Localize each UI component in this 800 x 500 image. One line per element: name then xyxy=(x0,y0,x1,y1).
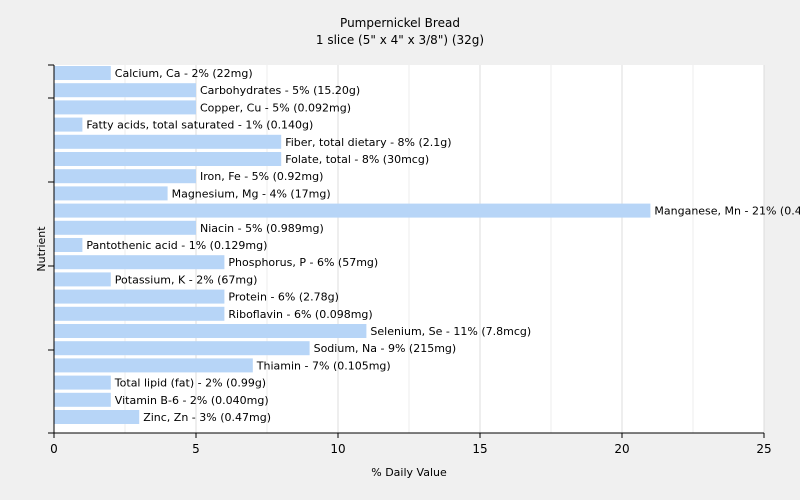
bar-label: Thiamin - 7% (0.105mg) xyxy=(256,359,391,372)
bar-label: Zinc, Zn - 3% (0.47mg) xyxy=(143,411,271,424)
grid-lines xyxy=(124,65,765,433)
bar xyxy=(54,375,111,390)
bar-label: Phosphorus, P - 6% (57mg) xyxy=(228,256,378,269)
bar xyxy=(54,169,196,184)
bar-label: Calcium, Ca - 2% (22mg) xyxy=(115,67,253,80)
bar xyxy=(54,410,140,424)
x-tick-label: 5 xyxy=(192,442,200,456)
bar xyxy=(54,100,196,115)
y-axis-title: Nutrient xyxy=(35,226,48,272)
x-axis-title: % Daily Value xyxy=(371,466,447,479)
bar-labels: Calcium, Ca - 2% (22mg) Carbohydrates - 5… xyxy=(86,67,800,424)
x-tick-label: 0 xyxy=(50,442,58,456)
bar-label: Niacin - 5% (0.989mg) xyxy=(200,222,324,235)
bar xyxy=(54,392,111,407)
bar-label: Manganese, Mn - 21% (0.418mg) xyxy=(654,205,800,218)
bar-label: Fiber, total dietary - 8% (2.1g) xyxy=(285,136,451,149)
bar xyxy=(54,134,282,149)
bar xyxy=(54,152,282,166)
bar xyxy=(54,255,225,270)
bar-label: Protein - 6% (2.78g) xyxy=(228,291,339,304)
bar xyxy=(54,117,83,132)
chart-title: Pumpernickel Bread xyxy=(340,16,460,30)
y-axis-ticks xyxy=(48,64,54,434)
x-axis-ticks: 0 5 10 15 20 25 xyxy=(50,433,772,456)
bar xyxy=(54,324,367,338)
bar xyxy=(54,66,111,80)
bar xyxy=(54,220,196,235)
bar-label: Fatty acids, total saturated - 1% (0.140… xyxy=(86,119,313,132)
bar xyxy=(54,186,168,201)
bar-label: Total lipid (fat) - 2% (0.99g) xyxy=(114,377,266,390)
bar-label: Pantothenic acid - 1% (0.129mg) xyxy=(86,239,267,252)
bar xyxy=(54,289,225,304)
bar-label: Sodium, Na - 9% (215mg) xyxy=(314,342,457,355)
chart-subtitle: 1 slice (5" x 4" x 3/8") (32g) xyxy=(316,33,484,47)
bar-label: Iron, Fe - 5% (0.92mg) xyxy=(200,170,323,183)
bar-label: Potassium, K - 2% (67mg) xyxy=(115,273,258,286)
x-tick-label: 25 xyxy=(756,442,771,456)
bar xyxy=(54,306,225,321)
bar xyxy=(54,358,253,373)
bar xyxy=(54,203,651,218)
bar xyxy=(54,272,111,287)
bar xyxy=(54,341,310,356)
bars xyxy=(54,66,651,424)
x-tick-label: 15 xyxy=(472,442,487,456)
x-tick-label: 20 xyxy=(614,442,629,456)
bar xyxy=(54,83,196,98)
bar-label: Copper, Cu - 5% (0.092mg) xyxy=(200,101,351,114)
bar xyxy=(54,238,83,252)
x-tick-label: 10 xyxy=(330,442,345,456)
bar-label: Selenium, Se - 11% (7.8mcg) xyxy=(370,325,531,338)
bar-label: Vitamin B-6 - 2% (0.040mg) xyxy=(115,394,269,407)
bar-label: Riboflavin - 6% (0.098mg) xyxy=(228,308,372,321)
bar-label: Carbohydrates - 5% (15.20g) xyxy=(200,84,360,97)
bar-label: Folate, total - 8% (30mcg) xyxy=(285,153,429,166)
bar-label: Magnesium, Mg - 4% (17mg) xyxy=(172,187,331,200)
